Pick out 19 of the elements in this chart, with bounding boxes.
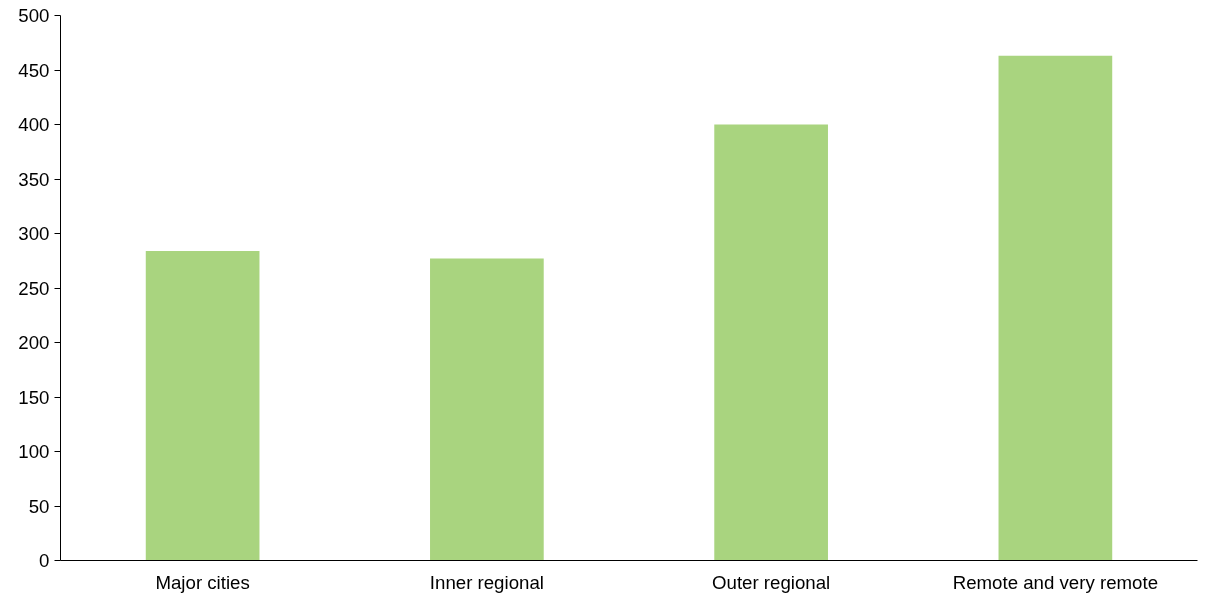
x-tick-label: Inner regional: [429, 571, 544, 593]
y-tick-label: 150: [18, 386, 50, 408]
y-tick-label: 100: [18, 441, 50, 462]
y-tick-label: 50: [28, 495, 50, 517]
y-tick-label: 450: [18, 59, 50, 81]
x-tick-label: Outer regional: [712, 571, 831, 593]
x-tick-label: Major cities: [155, 571, 250, 593]
bar: [998, 55, 1113, 561]
y-tick-label: 300: [18, 223, 50, 244]
y-tick-label: 500: [18, 5, 50, 26]
x-tick-label: Remote and very remote: [952, 571, 1159, 593]
y-tick-label: 250: [18, 277, 50, 299]
bar: [430, 258, 544, 561]
bar: [714, 124, 828, 561]
y-tick-label: 200: [18, 332, 50, 353]
y-tick-label: 0: [39, 550, 50, 571]
y-tick-label: 350: [18, 168, 50, 190]
bar: [145, 250, 260, 561]
y-tick-label: 400: [18, 114, 50, 135]
